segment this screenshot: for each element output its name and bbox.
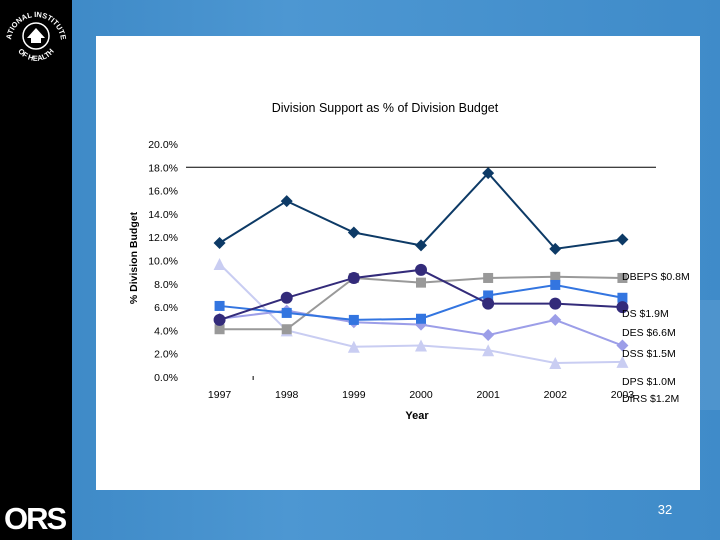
data-point — [347, 340, 360, 353]
y-tick-label: 20.0% — [148, 139, 178, 151]
data-point — [616, 233, 629, 246]
data-point — [549, 297, 562, 310]
series-line — [219, 171, 623, 250]
data-point — [347, 271, 360, 284]
data-point — [550, 279, 561, 290]
data-point — [416, 277, 426, 288]
x-tick-label: 1999 — [342, 389, 366, 401]
data-point — [281, 307, 292, 318]
background-decoration — [700, 300, 720, 410]
data-point — [549, 357, 562, 370]
data-point — [482, 297, 495, 310]
svg-text:OF HEALTH: OF HEALTH — [16, 47, 55, 63]
nih-logo: NATIONAL INSTITUTES OF HEALTH — [2, 2, 68, 63]
data-point — [617, 292, 628, 303]
chart-panel: Division Support as % of Division Budget… — [96, 36, 700, 490]
data-point — [347, 226, 360, 239]
data-point — [415, 263, 427, 276]
data-point — [348, 314, 359, 325]
y-tick-label: 18.0% — [148, 162, 178, 174]
data-point — [616, 339, 629, 352]
data-point — [483, 290, 494, 301]
series-2 — [214, 279, 628, 325]
data-point — [482, 344, 495, 357]
data-point — [415, 239, 427, 252]
data-point — [549, 313, 562, 326]
x-tick-label: 2003 — [611, 389, 635, 401]
x-tick-label: 2002 — [544, 389, 568, 401]
data-point — [281, 324, 292, 335]
data-point — [482, 329, 495, 342]
data-point — [616, 355, 629, 368]
y-tick-label: 4.0% — [154, 325, 178, 337]
ors-logo: ORS — [4, 501, 67, 536]
data-point — [214, 324, 225, 335]
data-point — [213, 237, 226, 250]
data-point — [616, 301, 629, 314]
data-point — [482, 167, 495, 180]
legend-label: DES $6.6M — [622, 327, 676, 339]
series-3 — [213, 263, 629, 326]
data-point — [280, 291, 293, 304]
data-point — [617, 272, 628, 283]
y-tick-label: 2.0% — [154, 349, 178, 361]
legend-label: DBEPS $0.8M — [622, 271, 690, 283]
data-point — [549, 242, 562, 255]
y-axis-label: % Division Budget — [128, 211, 140, 304]
slide-number: 32 — [657, 502, 673, 517]
x-tick-label: 1998 — [275, 389, 299, 401]
legend-label: DIRS $1.2M — [622, 393, 679, 405]
left-sidebar: NATIONAL INSTITUTES OF HEALTH ORS — [0, 0, 72, 540]
x-tick-label: 2001 — [476, 389, 500, 401]
y-tick-label: 12.0% — [148, 232, 178, 244]
series-0 — [213, 167, 629, 255]
data-point — [280, 195, 293, 208]
y-tick-label: 0.0% — [154, 372, 178, 384]
y-tick-label: 14.0% — [148, 209, 178, 221]
data-point — [213, 313, 226, 326]
y-tick-label: 16.0% — [148, 186, 178, 198]
x-tick-label: 1997 — [208, 389, 232, 401]
data-point — [483, 272, 494, 283]
data-point — [415, 339, 427, 352]
y-tick-label: 6.0% — [154, 302, 178, 314]
data-point — [416, 313, 426, 324]
line-chart: Division Support as % of Division Budget… — [128, 101, 690, 422]
x-axis-label: Year — [405, 410, 429, 422]
data-point — [214, 300, 225, 311]
legend-label: DPS $1.0M — [622, 376, 676, 388]
legend-label: DSS $1.5M — [622, 348, 676, 360]
y-tick-label: 10.0% — [148, 256, 178, 268]
chart-title: Division Support as % of Division Budget — [272, 101, 499, 115]
data-point — [213, 257, 226, 270]
data-point — [550, 271, 561, 282]
x-tick-label: 2000 — [409, 389, 433, 401]
legend-label: DS $1.9M — [622, 308, 669, 320]
y-tick-label: 8.0% — [154, 279, 178, 291]
